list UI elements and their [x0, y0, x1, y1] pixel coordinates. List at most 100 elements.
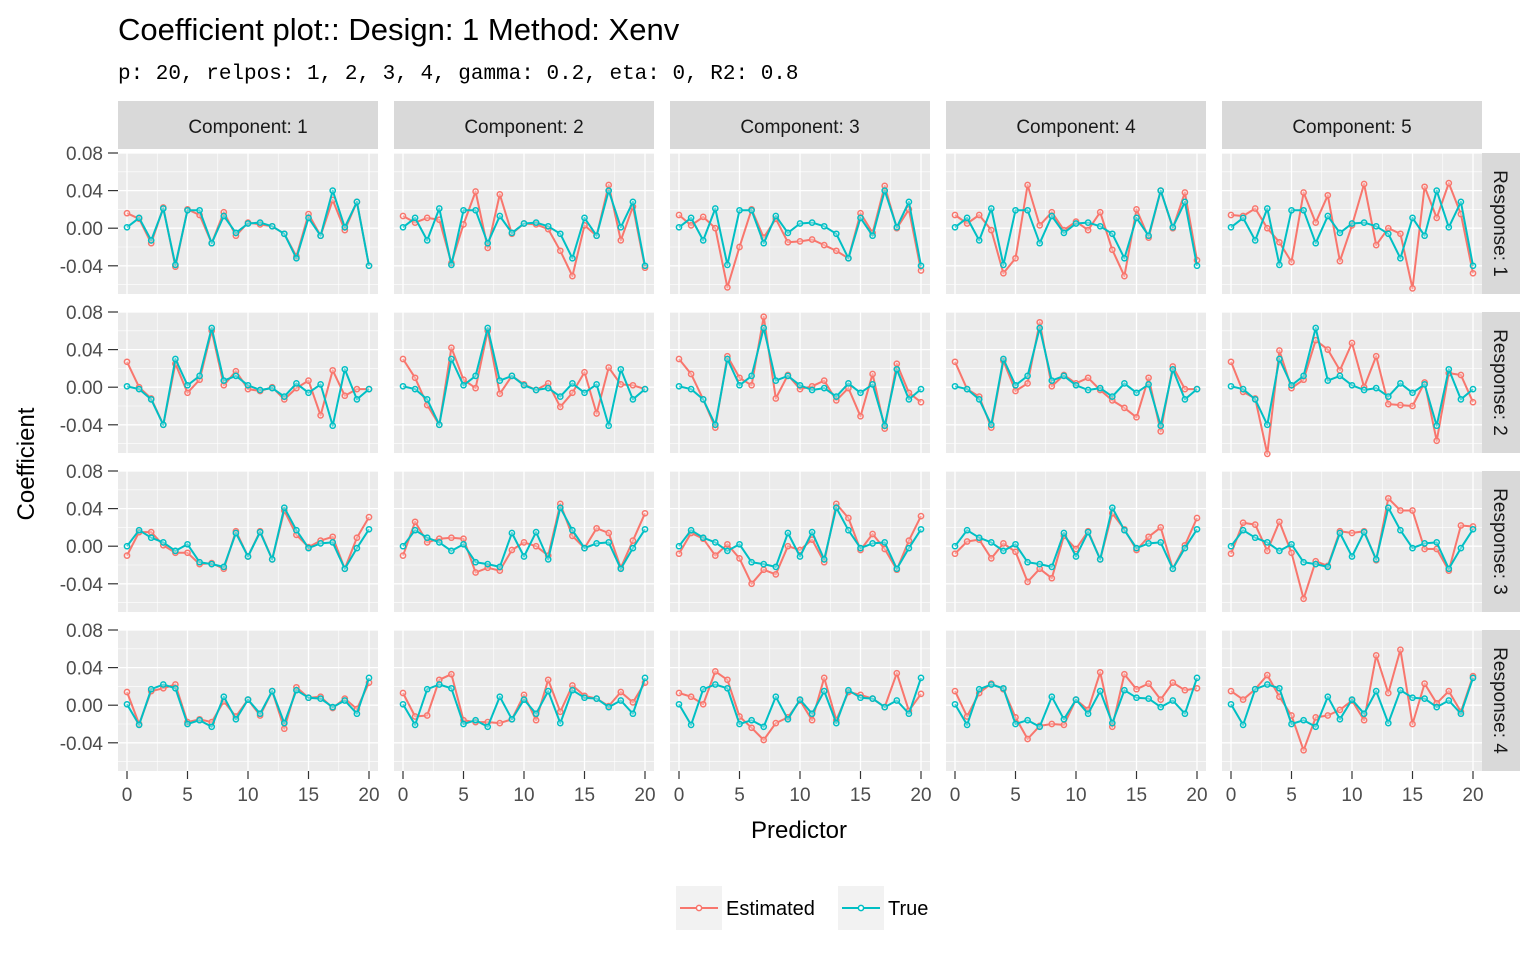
- estimated-point: [1433, 437, 1441, 445]
- estimated-point: [629, 699, 637, 706]
- true-point: [448, 355, 455, 363]
- true-point: [1445, 365, 1453, 373]
- estimated-point: [1227, 550, 1235, 558]
- estimated-point: [1227, 358, 1235, 366]
- true-point: [1096, 687, 1104, 695]
- y-tick-label: 0.08: [66, 462, 103, 483]
- true-point: [724, 355, 731, 363]
- true-point: [784, 715, 792, 723]
- true-point: [963, 214, 971, 222]
- estimated-point: [532, 716, 540, 724]
- true-point: [1108, 719, 1116, 727]
- true-point: [748, 372, 755, 380]
- estimated-point: [1397, 507, 1404, 514]
- true-point: [845, 254, 852, 262]
- true-point: [641, 674, 649, 682]
- true-point: [711, 421, 719, 429]
- estimated-point: [317, 412, 324, 419]
- estimated-point: [1300, 746, 1307, 754]
- estimated-point: [687, 222, 695, 229]
- estimated-point: [1263, 671, 1271, 679]
- true-point: [711, 205, 719, 212]
- true-point: [1169, 365, 1177, 373]
- true-point: [305, 544, 312, 552]
- x-tick-label: 15: [1402, 785, 1423, 806]
- true-point: [399, 223, 407, 231]
- estimated-point: [724, 540, 731, 548]
- row-strip: [1482, 312, 1520, 453]
- true-point: [605, 422, 613, 430]
- estimated-point: [1433, 214, 1441, 222]
- estimated-point: [1348, 339, 1356, 347]
- true-point: [532, 219, 540, 226]
- true-point: [820, 556, 828, 563]
- estimated-point: [711, 668, 719, 675]
- true-point: [1312, 324, 1320, 332]
- true-point: [1372, 384, 1380, 392]
- true-point: [1227, 700, 1235, 708]
- estimated-point: [1336, 366, 1344, 374]
- true-point: [508, 372, 516, 380]
- true-point: [448, 261, 455, 269]
- true-point: [365, 525, 373, 533]
- true-point: [1251, 237, 1259, 244]
- true-point: [1251, 534, 1259, 542]
- column-strip-label: Component: 3: [740, 117, 859, 138]
- true-point: [1445, 223, 1453, 231]
- true-point: [917, 385, 925, 393]
- estimated-point: [1084, 226, 1092, 234]
- y-tick-label: 0.00: [66, 378, 103, 399]
- x-tick-label: 5: [1010, 785, 1021, 806]
- true-point: [869, 232, 876, 240]
- true-point: [711, 681, 719, 688]
- true-point: [1409, 694, 1416, 702]
- estimated-point: [1276, 518, 1283, 526]
- estimated-point: [1360, 180, 1368, 188]
- estimated-point: [1469, 398, 1477, 406]
- true-point: [208, 324, 216, 332]
- facet-panel: [946, 629, 1206, 771]
- true-point: [544, 222, 552, 230]
- estimated-point: [699, 213, 707, 221]
- estimated-point: [1300, 189, 1307, 196]
- x-tick-label: 20: [634, 785, 655, 806]
- true-point: [1108, 504, 1116, 512]
- true-point: [435, 681, 443, 688]
- estimated-point: [1145, 680, 1152, 687]
- x-tick-label: 0: [1226, 785, 1237, 806]
- x-tick-label: 0: [398, 785, 409, 806]
- true-point: [1336, 229, 1344, 237]
- true-point: [1409, 389, 1416, 397]
- estimated-point: [1288, 549, 1295, 557]
- true-point: [629, 710, 637, 718]
- true-point: [1169, 697, 1177, 704]
- true-point: [832, 393, 840, 400]
- true-point: [1312, 239, 1320, 247]
- estimated-point: [1145, 533, 1152, 541]
- true-line: [678, 327, 922, 427]
- facet-panel: [1222, 629, 1482, 771]
- true-point: [411, 721, 419, 729]
- true-point: [508, 715, 516, 723]
- estimated-point: [1133, 413, 1140, 421]
- true-point: [423, 685, 431, 693]
- true-point: [629, 544, 637, 552]
- true-point: [220, 563, 228, 571]
- true-point: [1263, 681, 1271, 688]
- true-point: [423, 237, 431, 244]
- estimated-point: [1251, 205, 1259, 212]
- estimated-point: [1157, 696, 1165, 703]
- true-point: [147, 534, 155, 542]
- estimated-point: [1181, 385, 1189, 393]
- estimated-line: [1230, 497, 1474, 600]
- true-line: [954, 327, 1198, 427]
- true-point: [1288, 206, 1295, 214]
- true-point: [808, 386, 816, 394]
- true-point: [1145, 695, 1152, 702]
- true-point: [1348, 381, 1356, 389]
- estimated-point: [1469, 269, 1477, 277]
- estimated-point: [423, 712, 431, 719]
- y-tick-label: 0.04: [66, 182, 103, 203]
- true-point: [1312, 723, 1320, 731]
- estimated-point: [123, 358, 131, 366]
